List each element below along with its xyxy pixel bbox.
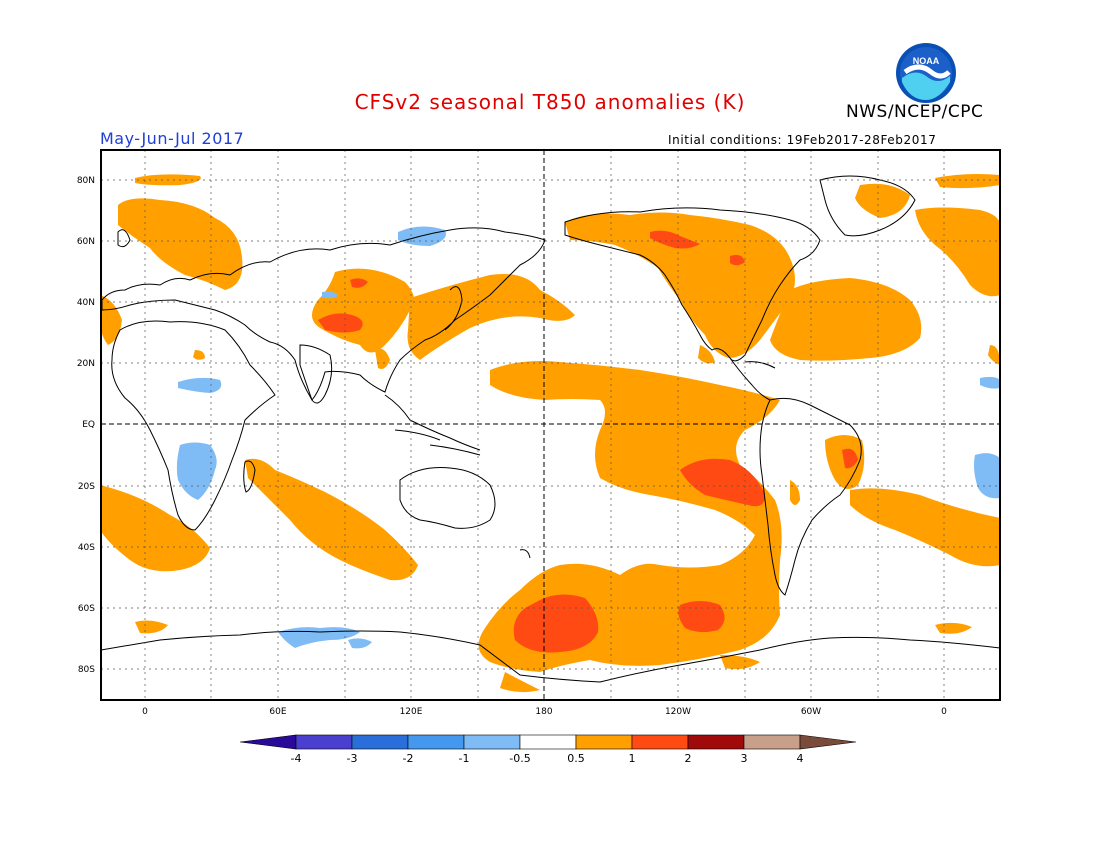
lon-label: 60W xyxy=(801,707,821,717)
colorbar-segment xyxy=(295,734,353,750)
colorbar-segment xyxy=(575,734,633,750)
colorbar-segment xyxy=(463,734,521,750)
strong-warm-anomaly-regions xyxy=(318,230,858,653)
colorbar-segment xyxy=(687,734,745,750)
cool-anomaly-regions xyxy=(176,226,1000,649)
map-title: CFSv2 seasonal T850 anomalies (K) xyxy=(354,90,746,114)
lat-label: 60S xyxy=(78,604,95,614)
noaa-logo-icon: NOAA xyxy=(896,43,956,103)
agency-label: NWS/NCEP/CPC xyxy=(846,102,984,122)
colorbar-segment xyxy=(407,734,465,750)
lat-label: EQ xyxy=(82,420,95,430)
lat-label: 60N xyxy=(77,237,95,247)
colorbar-label: -2 xyxy=(403,752,414,765)
lat-label: 20N xyxy=(77,359,95,369)
lon-label: 0 xyxy=(941,707,947,717)
season-label: May-Jun-Jul 2017 xyxy=(100,129,245,148)
map-frame xyxy=(100,149,1001,701)
latitude-labels: 80N 60N 40N 20N EQ 20S 40S 60S 80S xyxy=(77,176,95,675)
colorbar-segment xyxy=(519,734,577,750)
lon-label: 120E xyxy=(400,707,423,717)
colorbar-label: -3 xyxy=(347,752,358,765)
equator-dateline xyxy=(101,150,1000,700)
lon-label: 180 xyxy=(535,707,552,717)
colorbar-label: 3 xyxy=(741,752,748,765)
colorbar-label: 2 xyxy=(685,752,692,765)
lat-label: 80S xyxy=(78,665,95,675)
colorbar-label: -0.5 xyxy=(509,752,530,765)
colorbar-segment xyxy=(351,734,409,750)
graticule-lines xyxy=(101,150,1000,700)
lat-label: 80N xyxy=(77,176,95,186)
anomaly-shading xyxy=(101,150,1000,700)
lat-label: 40N xyxy=(77,298,95,308)
initial-conditions-label: Initial conditions: 19Feb2017-28Feb2017 xyxy=(668,133,937,147)
colorbar: -4 -3 -2 -1 -0.5 0.5 1 2 3 4 xyxy=(239,734,857,765)
colorbar-segment xyxy=(239,734,297,750)
logo-text: NOAA xyxy=(913,56,940,66)
lon-label: 0 xyxy=(142,707,148,717)
lat-label: 40S xyxy=(78,543,95,553)
colorbar-segment xyxy=(631,734,689,750)
lon-label: 60E xyxy=(269,707,286,717)
lat-label: 20S xyxy=(78,482,95,492)
colorbar-segment xyxy=(743,734,801,750)
lon-label: 120W xyxy=(665,707,691,717)
colorbar-label: -4 xyxy=(291,752,302,765)
colorbar-label: 1 xyxy=(629,752,636,765)
colorbar-label: 4 xyxy=(797,752,804,765)
longitude-labels: 0 60E 120E 180 120W 60W 0 xyxy=(142,707,947,717)
colorbar-segment xyxy=(799,734,857,750)
colorbar-label: -1 xyxy=(459,752,470,765)
warm-anomaly-regions xyxy=(101,174,1000,693)
colorbar-label: 0.5 xyxy=(567,752,585,765)
